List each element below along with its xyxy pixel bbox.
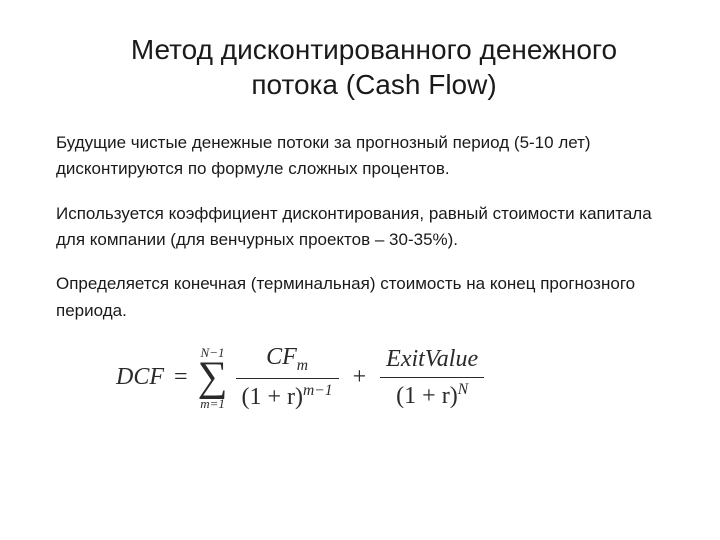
fraction-2: ExitValue (1 + r)N: [380, 344, 484, 412]
summation: N−1 ∑ m=1: [198, 346, 228, 410]
slide: Метод дисконтированного денежного потока…: [0, 0, 720, 540]
fraction-1-numerator: CFm: [260, 342, 314, 376]
slide-body: Будущие чистые денежные потоки за прогно…: [56, 130, 672, 324]
fraction-1-bar: [236, 378, 339, 379]
formula-lhs: DCF: [116, 364, 164, 391]
frac1-den-base: (1 + r): [242, 384, 304, 410]
fraction-1-denominator: (1 + r)m−1: [236, 381, 339, 413]
fraction-2-denominator: (1 + r)N: [390, 380, 474, 412]
cf-base: CF: [266, 344, 297, 370]
paragraph-2: Используется коэффициент дисконтирования…: [56, 201, 672, 254]
sum-lower-limit: m=1: [200, 397, 225, 410]
paragraph-3: Определяется конечная (терминальная) сто…: [56, 271, 672, 324]
slide-title: Метод дисконтированного денежного потока…: [56, 32, 672, 102]
fraction-1: CFm (1 + r)m−1: [236, 342, 339, 413]
frac2-den-base: (1 + r): [396, 383, 458, 409]
sigma-symbol: ∑: [198, 359, 228, 397]
fraction-2-numerator: ExitValue: [380, 344, 484, 375]
dcf-formula: DCF = N−1 ∑ m=1 CFm (1 + r)m−1 + ExitVal…: [56, 342, 672, 413]
cf-subscript: m: [297, 357, 308, 374]
frac2-den-exp: N: [458, 381, 468, 398]
plus-sign: +: [353, 364, 367, 391]
formula-equals: =: [174, 364, 188, 391]
paragraph-1: Будущие чистые денежные потоки за прогно…: [56, 130, 672, 183]
fraction-2-bar: [380, 377, 484, 378]
frac1-den-exp: m−1: [303, 382, 333, 399]
